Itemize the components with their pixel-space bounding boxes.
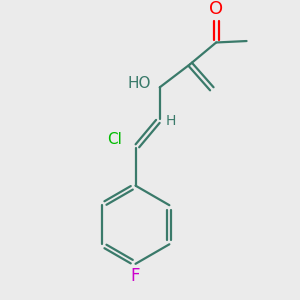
Text: Cl: Cl (107, 132, 122, 147)
Text: F: F (131, 267, 140, 285)
Text: HO: HO (127, 76, 151, 91)
Text: H: H (166, 114, 176, 128)
Text: O: O (209, 0, 223, 18)
